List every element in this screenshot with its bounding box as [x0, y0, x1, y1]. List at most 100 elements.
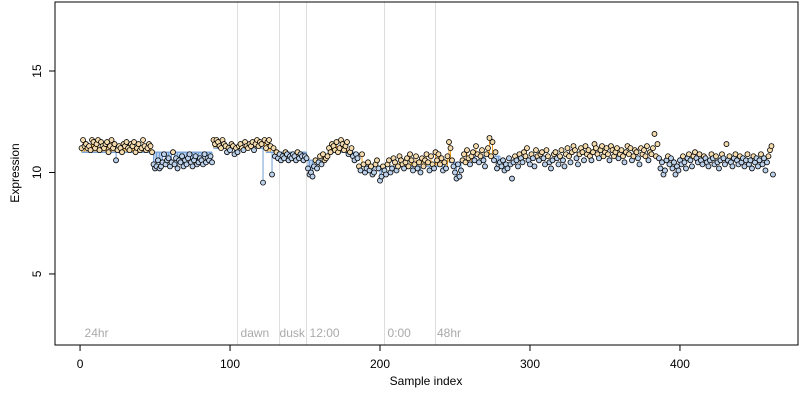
sample-point — [662, 167, 668, 174]
y-tick-label: 5 — [30, 270, 44, 277]
sample-point — [506, 155, 512, 162]
sample-point — [573, 155, 580, 162]
sample-point — [444, 153, 451, 160]
sample-point — [768, 143, 775, 150]
sample-point — [344, 139, 350, 145]
sample-point — [681, 159, 688, 166]
annotation: dawn — [241, 326, 270, 340]
sample-point — [147, 143, 154, 150]
sample-point — [443, 165, 449, 172]
sample-point — [348, 145, 355, 152]
y-tick-label: 15 — [30, 64, 44, 78]
sample-point — [170, 149, 176, 156]
sample-point — [533, 147, 539, 154]
sample-point — [449, 157, 455, 164]
x-tick-label: 300 — [520, 357, 540, 371]
sample-point — [420, 163, 427, 170]
sample-point — [492, 149, 499, 156]
sample-point — [207, 153, 214, 160]
plot-frame — [54, 1, 799, 346]
sample-point — [500, 157, 506, 164]
sample-point — [209, 159, 215, 166]
sample-point — [266, 137, 272, 143]
sample-point — [477, 153, 484, 160]
sample-point — [509, 175, 515, 182]
sample-point — [260, 179, 266, 186]
sample-point — [354, 155, 361, 162]
sample-point — [269, 171, 275, 178]
sample-point — [489, 139, 496, 145]
sample-point — [113, 157, 119, 164]
sample-point — [467, 161, 473, 168]
sample-point — [548, 165, 554, 172]
sample-point — [234, 149, 241, 156]
sample-point — [392, 159, 398, 166]
sample-point — [179, 153, 185, 160]
sample-point — [545, 153, 551, 160]
sample-point — [324, 153, 331, 160]
sample-point — [671, 159, 677, 166]
sample-point — [458, 167, 464, 174]
sample-point — [446, 139, 452, 145]
sample-point — [491, 157, 497, 164]
sample-point — [407, 151, 413, 158]
sample-point — [119, 149, 125, 156]
sample-point — [414, 165, 421, 172]
sample-point — [161, 151, 167, 158]
sample-point — [447, 145, 454, 152]
sample-point — [758, 151, 764, 158]
sample-point — [408, 157, 415, 164]
sample-point — [405, 163, 412, 170]
sample-point — [171, 161, 178, 168]
sample-point — [654, 141, 661, 147]
sample-point — [575, 161, 581, 168]
sample-point — [689, 163, 695, 170]
sample-point — [135, 141, 142, 147]
sample-point — [635, 155, 641, 162]
sample-point — [636, 161, 643, 168]
sample-point — [656, 155, 662, 162]
sample-point — [108, 137, 115, 143]
sample-point — [416, 159, 422, 166]
sample-point — [455, 161, 461, 168]
sample-point — [749, 165, 755, 172]
sample-point — [605, 151, 611, 158]
sample-point — [417, 169, 424, 176]
y-tick-label: 10 — [30, 165, 44, 179]
sample-point — [621, 159, 628, 166]
annotation: dusk — [280, 326, 306, 340]
annotation: 0:00 — [388, 326, 412, 340]
sample-point — [524, 145, 530, 152]
y-axis-label: Expression — [8, 143, 22, 202]
sample-point — [770, 171, 776, 178]
sample-point — [633, 149, 640, 156]
sample-point — [572, 147, 578, 154]
sample-point — [504, 165, 511, 172]
sample-point — [488, 153, 494, 160]
sample-point — [620, 153, 626, 160]
sample-point — [473, 143, 479, 150]
sample-point — [765, 153, 772, 160]
sample-point — [522, 153, 529, 160]
sample-point — [413, 153, 419, 160]
sample-point — [683, 165, 689, 172]
sample-point — [716, 165, 722, 172]
annotation: 12:00 — [310, 326, 340, 340]
sample-point — [227, 147, 233, 154]
sample-point — [174, 165, 181, 172]
sample-point — [672, 171, 679, 178]
sample-point — [452, 169, 458, 176]
annotation: 48hr — [437, 326, 461, 340]
sample-point — [482, 163, 488, 170]
x-axis-label: Sample index — [390, 374, 463, 388]
sample-point — [456, 173, 463, 180]
sample-point — [560, 157, 566, 164]
sample-point — [557, 153, 563, 160]
sample-point — [713, 153, 719, 160]
sample-point — [464, 147, 470, 154]
sample-point — [186, 151, 193, 158]
sample-point — [582, 143, 589, 150]
sample-point — [729, 163, 736, 170]
sample-point — [165, 155, 172, 162]
sample-point — [764, 159, 770, 166]
